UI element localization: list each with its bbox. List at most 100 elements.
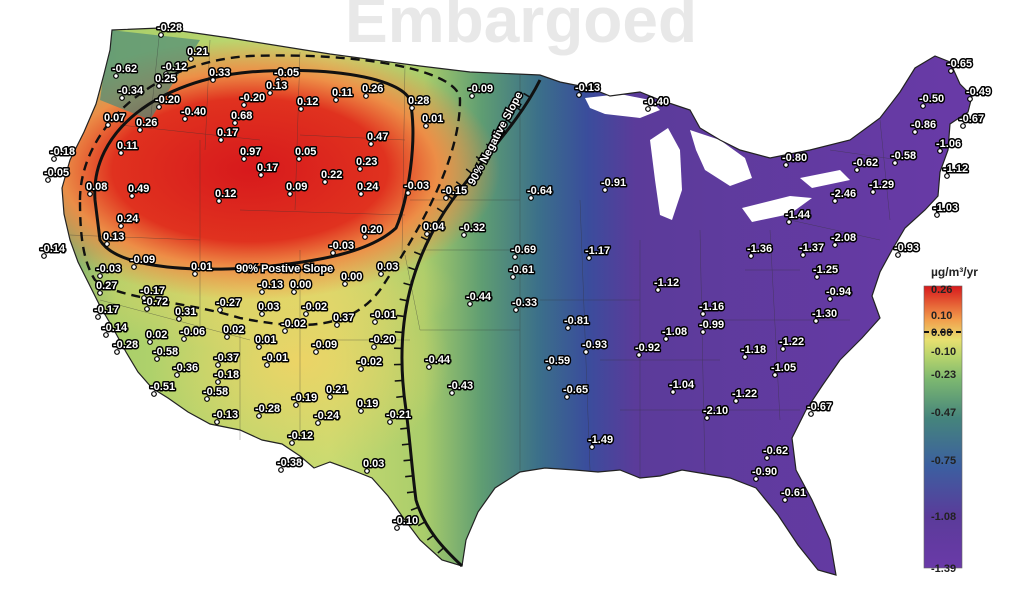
- station-value: 0.13: [266, 80, 287, 92]
- station-dot: [423, 123, 429, 129]
- station-dot: [97, 290, 103, 296]
- station-value: -0.20: [240, 92, 265, 104]
- station-value: -0.36: [173, 362, 198, 374]
- station-dot: [854, 167, 860, 173]
- station-value: -0.86: [911, 119, 936, 131]
- station-value: -1.36: [747, 243, 772, 255]
- station-value: -0.62: [763, 445, 788, 457]
- station-marker: -0.67: [806, 400, 834, 417]
- station-value: 0.68: [231, 110, 252, 122]
- station-value: 0.03: [258, 301, 279, 313]
- station-value: -0.06: [180, 326, 205, 338]
- station-value: -1.18: [741, 344, 766, 356]
- station-marker: -1.18: [740, 343, 768, 360]
- station-marker: -1.17: [584, 244, 612, 261]
- station-dot: [832, 242, 838, 248]
- hatch-tick: [514, 105, 523, 112]
- station-dot: [564, 394, 570, 400]
- hatch-tick: [394, 379, 403, 382]
- station-value: 0.21: [187, 46, 208, 58]
- station-dot: [645, 106, 651, 112]
- station-value: -0.33: [512, 297, 537, 309]
- station-value: -0.50: [919, 93, 944, 105]
- legend-title: µg/m³/yr: [931, 265, 978, 279]
- station-dot: [176, 316, 182, 322]
- station-dot: [368, 141, 374, 147]
- station-value: -0.40: [644, 96, 669, 108]
- station-marker: 0.02: [145, 328, 169, 345]
- station-marker: -0.15: [441, 184, 469, 201]
- station-marker: -0.34: [117, 84, 145, 101]
- station-value: -1.37: [799, 242, 824, 254]
- station-marker: 0.09: [285, 180, 309, 197]
- station-marker: 0.03: [376, 260, 400, 277]
- station-dot: [510, 274, 516, 280]
- station-dot: [218, 137, 224, 143]
- station-dot: [912, 129, 918, 135]
- station-marker: -0.32: [459, 221, 487, 238]
- station-marker: -0.62: [852, 156, 880, 173]
- station-dot: [156, 104, 162, 110]
- station-dot: [293, 402, 299, 408]
- station-dot: [576, 92, 582, 98]
- station-value: -0.15: [442, 185, 467, 197]
- station-value: 0.03: [377, 261, 398, 273]
- station-value: -2.46: [831, 188, 856, 200]
- station-value: -0.24: [314, 410, 340, 422]
- station-marker: -0.61: [780, 486, 808, 503]
- station-value: -0.20: [155, 94, 180, 106]
- station-value: -0.28: [255, 403, 280, 415]
- station-marker: 0.12: [296, 95, 320, 112]
- station-dot: [800, 252, 806, 258]
- station-value: -0.94: [826, 286, 852, 298]
- station-marker: 0.07: [103, 111, 127, 128]
- station-marker: -1.37: [798, 241, 826, 258]
- station-value: -1.22: [779, 336, 804, 348]
- station-marker: -0.17: [93, 303, 121, 320]
- station-dot: [103, 332, 109, 338]
- great-lakes: [585, 94, 850, 222]
- station-dot: [232, 120, 238, 126]
- station-value: 0.12: [297, 96, 318, 108]
- station-dot: [387, 419, 393, 425]
- station-dot: [700, 311, 706, 317]
- hatch-tick: [523, 92, 531, 99]
- station-dot: [303, 311, 309, 317]
- station-dot: [783, 162, 789, 168]
- station-dot: [87, 191, 93, 197]
- station-value: 0.12: [215, 188, 236, 200]
- station-marker: 0.17: [216, 126, 240, 143]
- station-marker: -0.02: [356, 355, 384, 372]
- station-marker: -0.06: [179, 325, 207, 342]
- station-value: -1.49: [588, 434, 613, 446]
- station-dot: [934, 212, 940, 218]
- station-marker: -0.19: [291, 391, 319, 408]
- station-value: 0.02: [146, 329, 167, 341]
- station-marker: -0.59: [544, 354, 572, 371]
- station-dot: [131, 264, 137, 270]
- hatch-tick: [406, 490, 416, 494]
- hatch-tick: [420, 236, 429, 242]
- station-value: -0.13: [213, 409, 238, 421]
- station-marker: -0.02: [280, 317, 308, 334]
- station-marker: -0.69: [510, 243, 538, 260]
- station-dot: [259, 311, 265, 317]
- station-value: -0.72: [143, 296, 168, 308]
- station-marker: -0.93: [581, 338, 609, 355]
- station-marker: -0.80: [781, 151, 809, 168]
- station-marker: -1.06: [935, 137, 963, 154]
- station-marker: -0.28: [254, 402, 282, 419]
- station-marker: -0.91: [600, 176, 628, 193]
- station-dot: [700, 329, 706, 335]
- legend-tick-label: 0.10: [931, 310, 952, 322]
- station-marker: -0.12: [161, 60, 189, 77]
- station-dot: [158, 32, 164, 38]
- station-dot: [512, 254, 518, 260]
- station-dot: [636, 352, 642, 358]
- station-dot: [95, 314, 101, 320]
- station-marker: -0.13: [574, 81, 602, 98]
- station-value: 0.21: [326, 384, 347, 396]
- station-value: -0.03: [404, 180, 429, 192]
- hatch-tick: [437, 547, 445, 554]
- station-marker: -0.01: [262, 351, 290, 368]
